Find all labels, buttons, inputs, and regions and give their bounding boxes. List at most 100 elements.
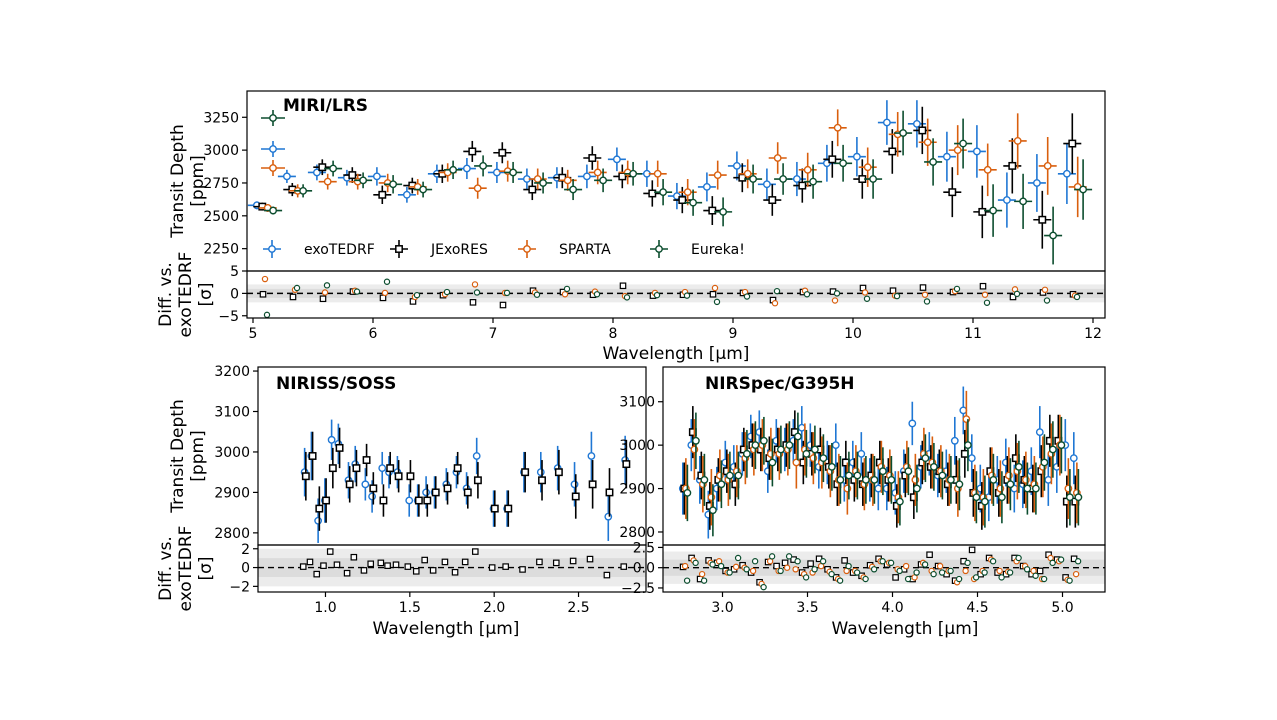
data-point — [359, 176, 367, 185]
data-point — [301, 472, 310, 481]
data-point — [1019, 197, 1027, 206]
data-point — [703, 183, 711, 191]
residual-y-tick-label: 0.0 — [633, 561, 655, 577]
data-point — [490, 504, 499, 513]
data-point — [443, 484, 452, 493]
residual-point — [603, 571, 611, 579]
data-point — [1033, 179, 1041, 187]
residual-point — [998, 574, 1005, 581]
residual-point — [833, 290, 841, 297]
residual-point — [751, 558, 759, 565]
data-point — [973, 147, 981, 156]
residual-point — [1073, 293, 1081, 301]
residual-point — [841, 557, 848, 564]
legend-label: exoTEDRF — [304, 242, 375, 258]
residual-axes-frame — [246, 270, 1106, 319]
x-tick-label: 5 — [249, 326, 258, 342]
x-axis-label: Wavelength [μm] — [603, 344, 750, 364]
residual-point — [1074, 558, 1082, 565]
data-point — [912, 484, 921, 493]
residual-point — [919, 284, 927, 291]
residual-point — [836, 577, 844, 584]
residual-point — [983, 299, 991, 306]
data-point — [571, 492, 580, 501]
data-point — [463, 488, 472, 497]
residual-point — [593, 291, 601, 298]
data-point — [689, 198, 697, 207]
residual-point — [471, 281, 479, 288]
data-point — [793, 432, 802, 441]
residual-axes-frame — [662, 544, 1106, 593]
residual-point — [326, 548, 334, 555]
data-point — [1003, 196, 1011, 204]
data-point — [960, 449, 969, 458]
legend-key-marker — [261, 110, 285, 126]
residual-point — [443, 288, 451, 296]
residual-point — [623, 294, 631, 301]
data-point — [570, 480, 579, 489]
legend-item: Eureka! — [650, 240, 745, 258]
data-point — [405, 496, 414, 505]
data-point — [323, 177, 332, 186]
data-point — [861, 475, 870, 484]
residual-y-axis-label-line: [σ] — [196, 556, 216, 580]
main-axes-frame — [246, 90, 1106, 272]
residual-y-axis-label-line: exoTEDRF — [176, 252, 196, 338]
data-point — [361, 480, 370, 489]
residual-point — [819, 558, 827, 565]
data-point — [929, 462, 938, 471]
residual-point — [734, 554, 742, 562]
residual-point — [569, 557, 577, 565]
residual-point — [700, 577, 708, 584]
data-point — [763, 180, 771, 189]
data-point — [378, 190, 387, 199]
residual-point — [711, 284, 719, 292]
panel-miri-lrs: 2250 2500 2750 3000 3250 −5 0 5 5 6 7 8 9 10 11 12 MIRI/… — [156, 90, 1106, 364]
data-point — [831, 441, 840, 450]
residual-point — [861, 289, 869, 296]
data-point — [389, 180, 397, 189]
residual-point — [773, 287, 781, 295]
data-point — [839, 159, 847, 168]
data-point — [733, 161, 741, 170]
data-point — [394, 472, 403, 481]
residual-point — [1006, 569, 1014, 576]
residual-plot — [247, 275, 1105, 318]
legend-marker — [395, 245, 403, 253]
data-point — [538, 476, 546, 485]
data-point — [798, 181, 807, 190]
data-point — [348, 171, 357, 180]
y-tick-label: 3000 — [203, 143, 239, 159]
residual-y-axis-label: Diff. vs.exoTEDRF[σ] — [156, 252, 216, 338]
y-axis-label-line: [ppm] — [188, 155, 208, 206]
residual-point — [892, 574, 899, 581]
data-point — [315, 504, 324, 513]
residual-point — [713, 298, 721, 306]
data-point — [792, 458, 801, 467]
residual-point — [930, 570, 937, 578]
residual-point — [896, 567, 903, 575]
legend-marker — [655, 245, 663, 253]
residual-point — [383, 278, 391, 285]
data-point — [863, 163, 872, 172]
residual-point — [1049, 559, 1056, 567]
data-area — [678, 386, 1083, 539]
residual-point — [1041, 286, 1049, 293]
data-point — [362, 456, 371, 464]
data-point — [583, 172, 591, 181]
residual-point — [343, 569, 351, 577]
data-point — [997, 493, 1006, 502]
residual-point — [586, 555, 594, 563]
residual-point — [413, 291, 421, 299]
data-point — [462, 164, 471, 173]
residual-series-jexores — [299, 548, 628, 579]
x-tick-label: 11 — [964, 326, 982, 342]
data-point — [883, 118, 891, 127]
residual-point — [683, 292, 691, 299]
legend-label: Eureka! — [691, 242, 745, 258]
residual-point — [923, 298, 931, 305]
data-point — [604, 512, 613, 521]
residual-point — [749, 567, 757, 575]
y-tick-label: 3200 — [214, 364, 250, 380]
x-tick-label: 12 — [1084, 326, 1102, 342]
